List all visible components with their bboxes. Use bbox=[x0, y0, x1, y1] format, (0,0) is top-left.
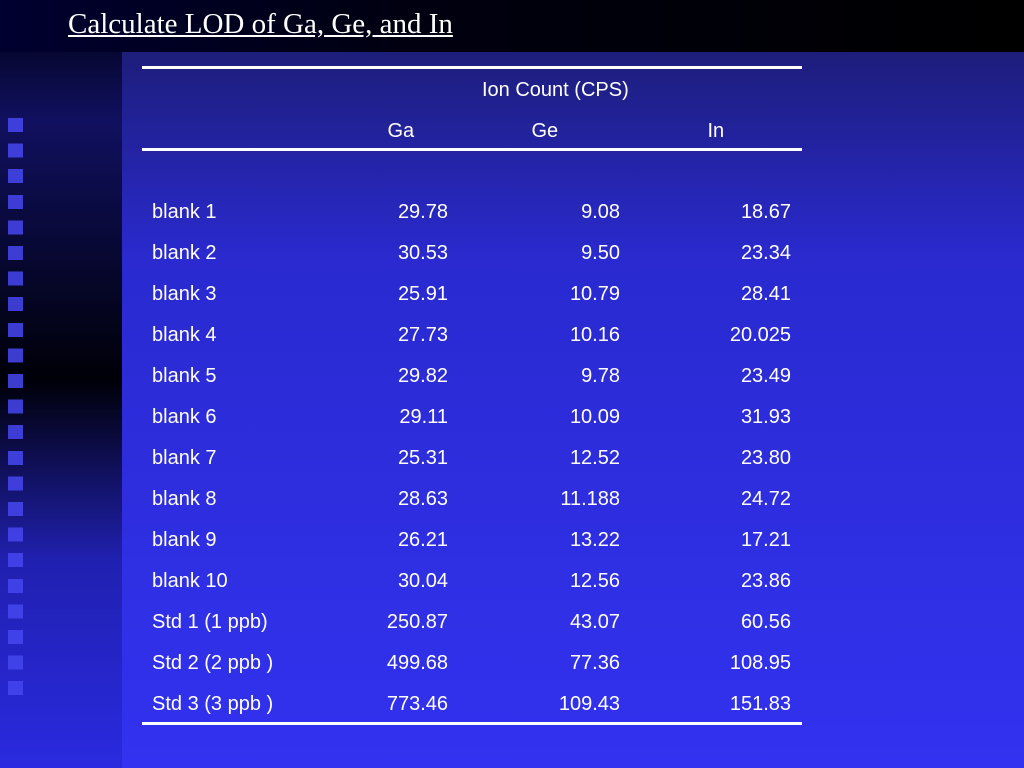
table-cell: 12.52 bbox=[569, 447, 620, 469]
row-label: blank 3 bbox=[152, 283, 217, 305]
table-cell: 151.83 bbox=[729, 693, 791, 715]
row-label: blank 10 bbox=[152, 570, 228, 592]
table-cell: 250.87 bbox=[386, 611, 448, 633]
table-cell: 23.34 bbox=[740, 242, 791, 264]
table-cell: 10.79 bbox=[569, 283, 620, 305]
table-cell: 11.188 bbox=[560, 488, 620, 510]
table-cell: 43.07 bbox=[569, 611, 620, 633]
table-cell: 28.41 bbox=[740, 283, 791, 305]
table-cell: 499.68 bbox=[386, 652, 448, 674]
table-cell: 30.04 bbox=[397, 570, 448, 592]
table-cell: 25.31 bbox=[397, 447, 448, 469]
row-label: blank 5 bbox=[152, 365, 217, 387]
table-cell: 10.16 bbox=[569, 324, 620, 346]
table-cell: 31.93 bbox=[740, 406, 791, 428]
table-cell: 29.11 bbox=[399, 406, 448, 428]
table-cell: 9.50 bbox=[581, 242, 620, 264]
table-rule bbox=[142, 148, 802, 151]
column-header: Ge bbox=[531, 120, 559, 142]
table-cell: 77.36 bbox=[569, 652, 620, 674]
table-cell: 9.78 bbox=[581, 365, 620, 387]
table-cell: 26.21 bbox=[397, 529, 448, 551]
row-label: blank 7 bbox=[152, 447, 217, 469]
table-cell: 24.72 bbox=[740, 488, 791, 510]
slide-title: Calculate LOD of Ga, Ge, and In bbox=[68, 8, 453, 40]
row-label: blank 4 bbox=[152, 324, 217, 346]
table-rule bbox=[142, 66, 802, 69]
table-cell: 773.46 bbox=[386, 693, 448, 715]
table-cell: 18.67 bbox=[740, 201, 791, 223]
row-label: blank 8 bbox=[152, 488, 217, 510]
row-label: blank 6 bbox=[152, 406, 217, 428]
table-cell: 108.95 bbox=[729, 652, 791, 674]
table-rule bbox=[142, 722, 802, 725]
table-cell: 10.09 bbox=[569, 406, 620, 428]
table-cell: 25.91 bbox=[397, 283, 448, 305]
row-label: blank 9 bbox=[152, 529, 217, 551]
table-cell: 27.73 bbox=[397, 324, 448, 346]
table-cell: 23.86 bbox=[740, 570, 791, 592]
group-header: Ion Count (CPS) bbox=[482, 79, 629, 101]
column-header: Ga bbox=[387, 120, 415, 142]
row-label: Std 3 (3 ppb ) bbox=[152, 693, 274, 715]
table-cell: 109.43 bbox=[558, 693, 620, 715]
table-cell: 23.49 bbox=[740, 365, 791, 387]
table-cell: 60.56 bbox=[740, 611, 791, 633]
table-cell: 9.08 bbox=[581, 201, 620, 223]
table-cell: 28.63 bbox=[397, 488, 448, 510]
table-cell: 29.82 bbox=[397, 365, 448, 387]
table-cell: 20.025 bbox=[729, 324, 791, 346]
table-cell: 17.21 bbox=[740, 529, 791, 551]
row-label: Std 1 (1 ppb) bbox=[152, 611, 268, 633]
row-label: Std 2 (2 ppb ) bbox=[152, 652, 274, 674]
table-cell: 29.78 bbox=[397, 201, 448, 223]
table-cell: 30.53 bbox=[397, 242, 448, 264]
decorative-squares bbox=[8, 118, 23, 703]
row-label: blank 1 bbox=[152, 201, 217, 223]
column-header: In bbox=[707, 120, 725, 142]
table-cell: 13.22 bbox=[569, 529, 620, 551]
table-cell: 12.56 bbox=[569, 570, 620, 592]
table-cell: 23.80 bbox=[740, 447, 791, 469]
row-label: blank 2 bbox=[152, 242, 217, 264]
top-band bbox=[0, 0, 1024, 52]
